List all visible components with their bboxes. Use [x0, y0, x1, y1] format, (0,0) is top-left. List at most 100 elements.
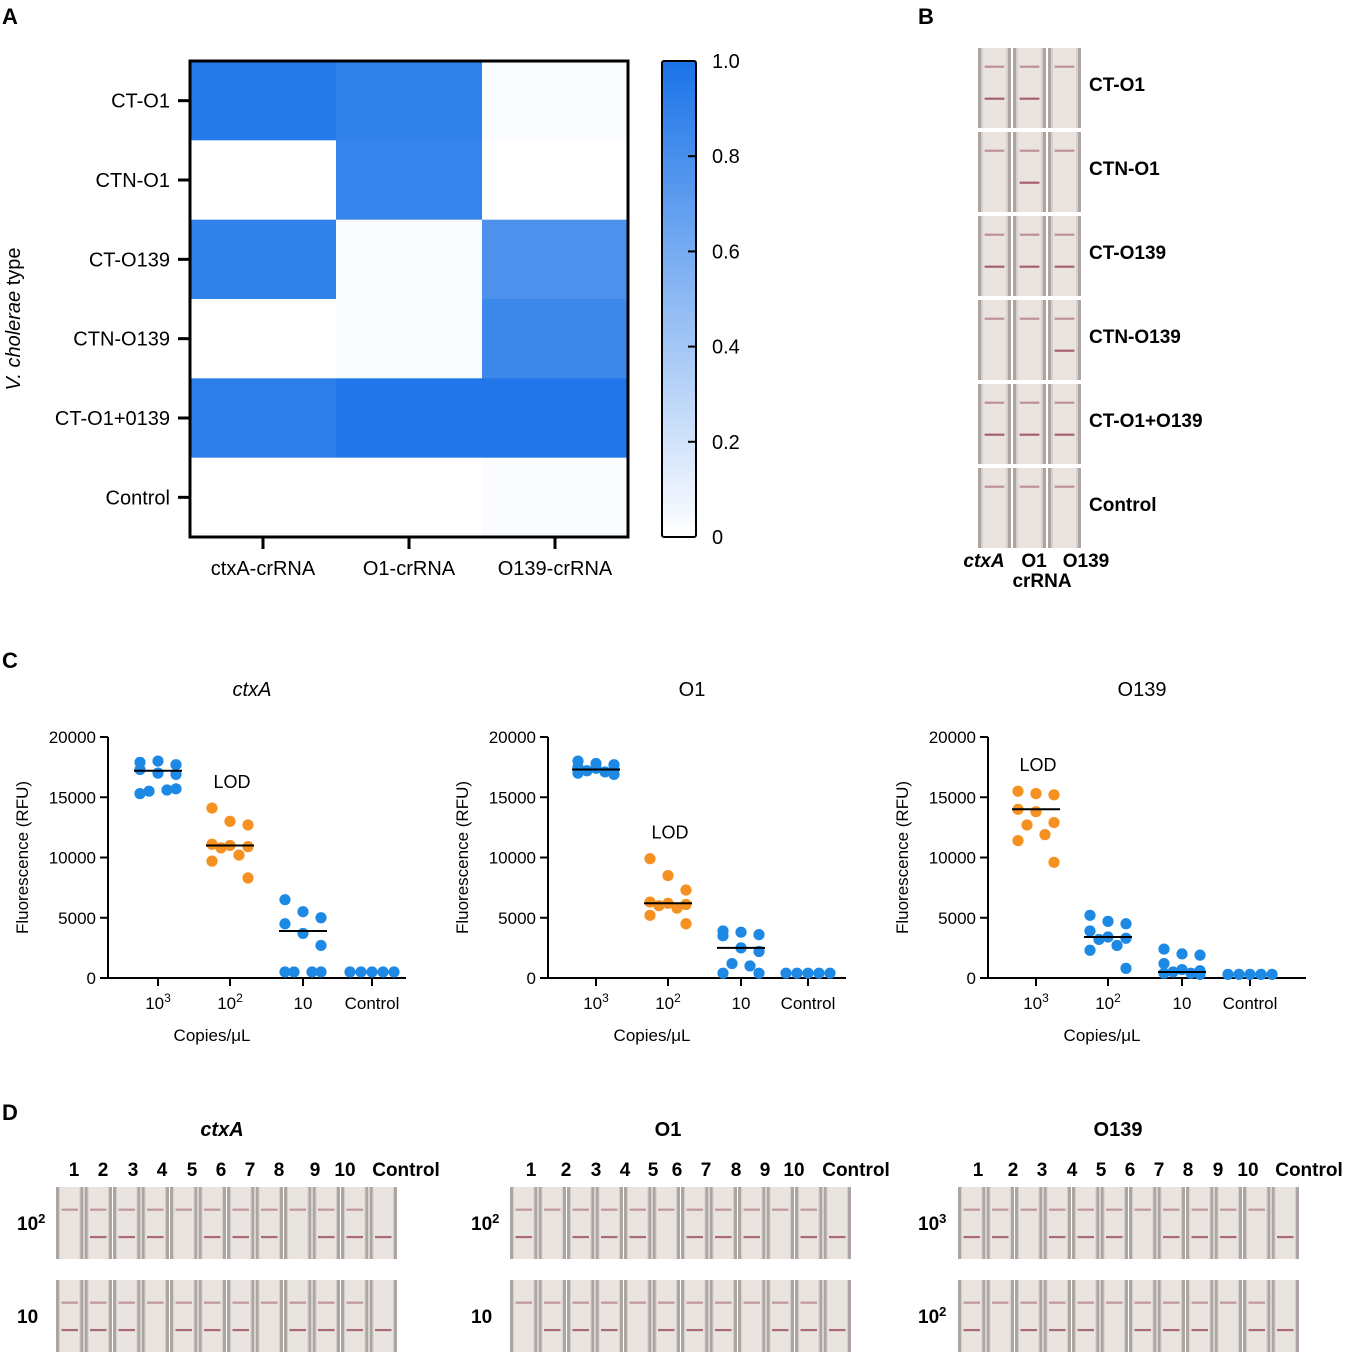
- test-strip-membrane: [770, 1280, 790, 1352]
- test-band: [572, 1328, 589, 1332]
- test-strip-edge: [365, 1187, 369, 1259]
- data-point: [1120, 962, 1132, 974]
- test-band: [1248, 1328, 1265, 1332]
- test-strip-edge: [1182, 1187, 1185, 1259]
- panel-label-d: D: [2, 1100, 18, 1125]
- y-tick-label: 5000: [938, 909, 976, 928]
- heatmap-cell: [482, 61, 629, 141]
- test-strip-membrane: [713, 1187, 733, 1259]
- test-strip-edge: [223, 1280, 226, 1352]
- test-band: [800, 1328, 817, 1332]
- test-strip-edge: [1078, 48, 1081, 128]
- test-band: [686, 1208, 703, 1211]
- test-band: [204, 1301, 221, 1304]
- heatmap-ylabel: V. cholerae type: [3, 247, 25, 390]
- test-band: [1054, 401, 1075, 404]
- data-point: [1120, 918, 1132, 930]
- test-strip-edge: [534, 1280, 538, 1352]
- test-strip-edge: [1078, 216, 1081, 296]
- test-band: [1020, 1301, 1037, 1304]
- test-band: [1134, 1328, 1151, 1332]
- test-strip-edge: [223, 1187, 226, 1259]
- heatmap-ylabel-italic: V. cholerae: [3, 291, 25, 391]
- y-tick-label: 10000: [489, 849, 536, 868]
- colorbar-tick-label: 0: [712, 527, 723, 549]
- test-strip-edge: [1013, 48, 1016, 128]
- test-band: [984, 65, 1005, 68]
- test-strip-membrane: [962, 1187, 982, 1259]
- test-band: [772, 1208, 789, 1211]
- test-strip-edge: [795, 1187, 798, 1259]
- test-strip-edge: [591, 1187, 595, 1259]
- test-strip-membrane: [571, 1280, 591, 1352]
- test-band: [601, 1301, 618, 1304]
- x-tick-label: 103: [145, 991, 171, 1013]
- data-point: [1012, 785, 1024, 797]
- test-strip-edge: [166, 1280, 169, 1352]
- test-strip-edge: [1043, 300, 1046, 380]
- test-strip-edge: [652, 1187, 656, 1259]
- test-band: [1277, 1328, 1294, 1332]
- test-strip-edge: [1015, 1280, 1018, 1352]
- test-strip-edge: [1239, 1280, 1242, 1352]
- data-point: [753, 967, 765, 979]
- data-point: [671, 902, 683, 914]
- test-band: [800, 1301, 817, 1304]
- test-strip-edge: [648, 1280, 652, 1352]
- test-strip-membrane: [1052, 384, 1077, 464]
- lane-label: 8: [274, 1160, 285, 1181]
- test-strip-membrane: [982, 216, 1007, 296]
- test-band: [118, 1301, 135, 1304]
- test-strip-edge: [982, 1280, 986, 1352]
- heatmap-row-label: CT-O1: [111, 91, 170, 113]
- test-strip-membrane: [1017, 216, 1042, 296]
- test-band: [992, 1208, 1009, 1211]
- test-band: [1191, 1328, 1208, 1332]
- data-point: [581, 765, 593, 777]
- strip-b-row-label: CTN-O1: [1089, 159, 1160, 180]
- data-point: [1093, 933, 1105, 946]
- test-band: [90, 1208, 107, 1211]
- test-strip-edge: [538, 1280, 542, 1352]
- data-point: [1084, 925, 1096, 937]
- test-strip-edge: [1008, 216, 1011, 296]
- test-strip-membrane: [1275, 1280, 1295, 1352]
- test-strip-membrane: [117, 1280, 137, 1352]
- test-strip-membrane: [599, 1187, 619, 1259]
- y-tick-label: 0: [87, 969, 96, 988]
- data-point: [315, 912, 327, 924]
- lane-label: 2: [561, 1160, 572, 1181]
- y-tick-label: 5000: [58, 909, 96, 928]
- x-axis-label: Copies/μL: [614, 1026, 691, 1045]
- test-strip-edge: [709, 1280, 713, 1352]
- heatmap-cell: [190, 219, 337, 300]
- x-tick-label: 10: [294, 994, 313, 1013]
- test-band: [289, 1301, 306, 1304]
- test-band: [743, 1235, 760, 1239]
- test-band: [90, 1328, 107, 1332]
- test-strip-membrane: [1076, 1280, 1096, 1352]
- heatmap-cell: [336, 457, 483, 538]
- test-band: [289, 1328, 306, 1332]
- test-strip-edge: [369, 1187, 373, 1259]
- heatmap-col-label: ctxA-crRNA: [211, 558, 316, 580]
- test-strip-edge: [1214, 1187, 1218, 1259]
- test-strip-edge: [681, 1187, 684, 1259]
- test-strip-edge: [1043, 1280, 1047, 1352]
- test-band: [90, 1301, 107, 1304]
- test-band: [175, 1328, 192, 1332]
- test-strip-edge: [762, 1280, 766, 1352]
- test-band: [118, 1328, 135, 1332]
- strip-row-label: 10: [17, 1307, 38, 1328]
- test-strip-membrane: [1218, 1187, 1238, 1259]
- lane-label: 7: [701, 1160, 712, 1181]
- test-band: [772, 1328, 789, 1332]
- test-band: [1054, 65, 1075, 68]
- test-strip-membrane: [990, 1187, 1010, 1259]
- test-strip-edge: [978, 48, 981, 128]
- heatmap-cell: [336, 61, 483, 141]
- test-band: [318, 1208, 335, 1211]
- x-tick-base: 10: [145, 994, 164, 1013]
- test-strip-edge: [280, 1187, 283, 1259]
- test-strip-membrane: [1247, 1187, 1267, 1259]
